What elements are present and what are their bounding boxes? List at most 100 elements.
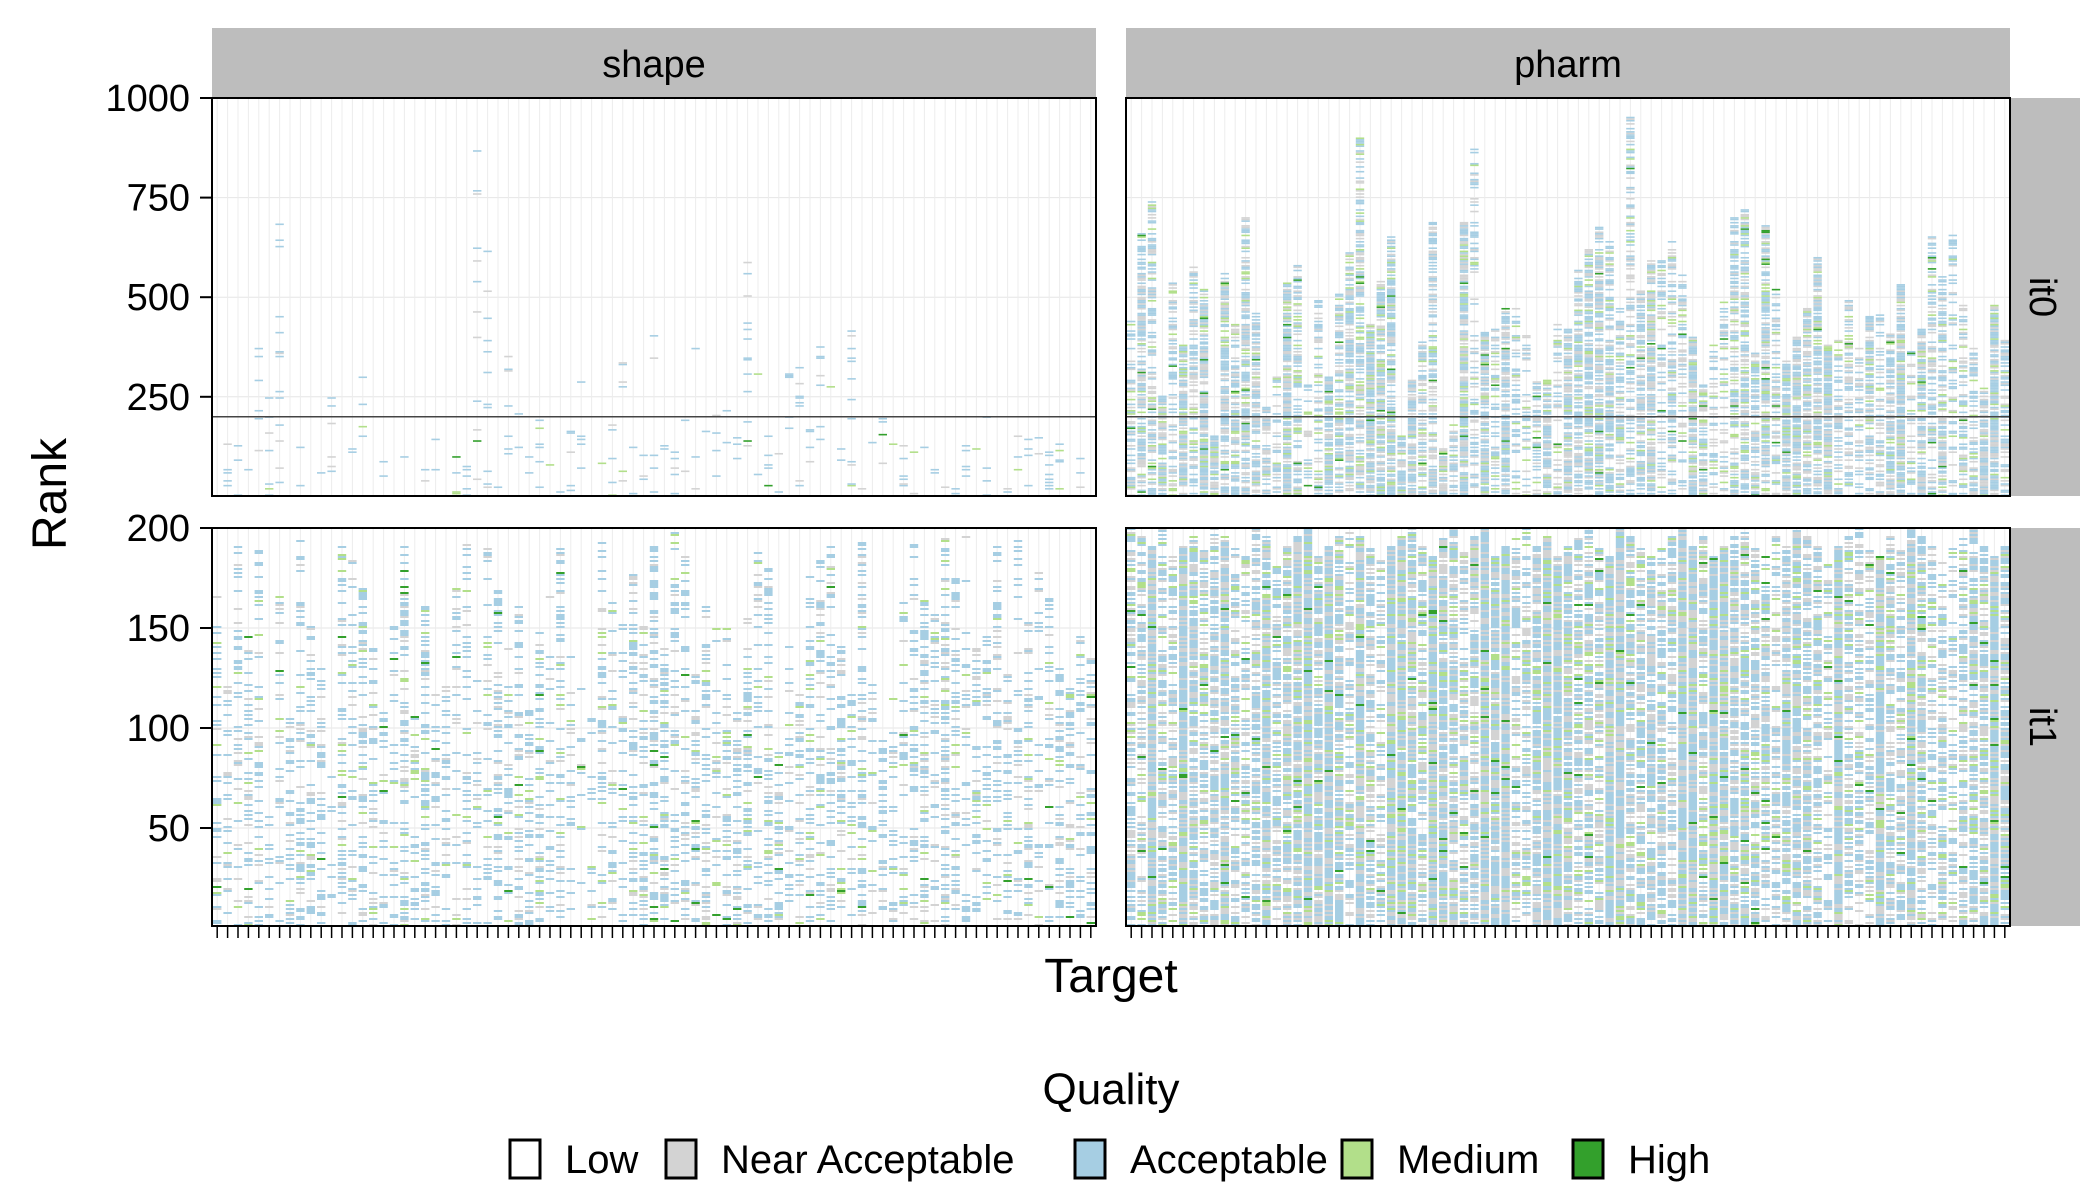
hit-cell	[1147, 335, 1157, 337]
hit-cell	[1678, 314, 1687, 316]
hit-cell	[1231, 366, 1240, 369]
hit-cell	[1407, 435, 1417, 438]
hit-cell	[1179, 366, 1188, 369]
hit-cell	[1574, 336, 1583, 339]
hit-cell	[1563, 417, 1573, 420]
hit-cell	[1459, 241, 1469, 243]
hit-cell	[1199, 354, 1209, 356]
hit-cell	[1355, 484, 1365, 487]
hit-cell	[1137, 274, 1146, 277]
hit-cell	[1667, 419, 1677, 422]
hit-cell	[1574, 271, 1583, 273]
hit-cell	[1231, 379, 1240, 382]
hit-cell	[1199, 346, 1209, 348]
hit-cell	[1470, 451, 1479, 453]
hit-cell	[1397, 449, 1406, 452]
hit-cell	[1730, 448, 1739, 450]
hit-cell	[1688, 454, 1697, 457]
hit-cell	[1418, 374, 1427, 377]
hit-cell	[1574, 379, 1583, 382]
hit-cell	[1595, 432, 1604, 434]
hit-cell	[1335, 395, 1344, 398]
hit-cell	[1283, 374, 1292, 377]
hit-cell	[1147, 312, 1157, 315]
hit-cell	[1199, 492, 1209, 495]
hit-cell	[1231, 395, 1240, 398]
hit-cell	[1543, 406, 1552, 409]
hit-cell	[233, 459, 243, 461]
hit-cell	[1626, 370, 1635, 372]
hit-cell	[275, 467, 284, 469]
hit-cell	[1345, 441, 1354, 444]
hit-cell	[1199, 296, 1209, 299]
hit-cell	[1470, 421, 1479, 423]
hit-cell	[1574, 328, 1583, 331]
hit-cell	[1251, 373, 1261, 375]
hit-cell	[400, 456, 409, 458]
hit-cell	[1595, 301, 1604, 304]
hit-cell	[1397, 470, 1406, 473]
hit-cell	[1314, 438, 1323, 441]
hit-cell	[1407, 473, 1417, 476]
hit-cell	[1335, 336, 1344, 339]
hit-cell	[1543, 481, 1552, 484]
hit-cell	[1532, 456, 1541, 458]
hit-cell	[1199, 478, 1209, 481]
hit-cell	[1501, 368, 1510, 371]
hit-cell	[1449, 486, 1458, 489]
hit-cell	[1189, 384, 1198, 387]
hit-cell	[1293, 362, 1302, 364]
hit-cell	[1314, 338, 1323, 340]
hit-cell	[1283, 331, 1292, 334]
hit-cell	[1439, 473, 1448, 476]
hit-cell	[1636, 413, 1645, 415]
hit-cell	[1366, 449, 1375, 452]
hit-cell	[1563, 409, 1573, 412]
hit-cell	[1262, 483, 1271, 485]
hit-cell	[1407, 470, 1417, 473]
hit-cell	[296, 484, 305, 487]
hit-cell	[1595, 350, 1604, 353]
hit-cell	[1657, 344, 1666, 347]
hit-cell	[1470, 172, 1479, 175]
hit-cell	[1220, 492, 1229, 495]
hit-cell	[1595, 425, 1604, 428]
hit-cell	[1636, 430, 1645, 433]
hit-cell	[1251, 323, 1261, 326]
hit-cell	[1439, 468, 1448, 471]
hit-cell	[1584, 309, 1593, 312]
hit-cell	[1688, 338, 1697, 340]
hit-cell	[1459, 433, 1469, 436]
hit-cell	[1459, 350, 1469, 353]
hit-cell	[1626, 264, 1635, 267]
hit-cell	[1480, 424, 1489, 426]
hit-cell	[1543, 384, 1552, 387]
hit-cell	[1407, 405, 1417, 407]
hit-cell	[1376, 382, 1385, 385]
hit-cell	[1147, 293, 1157, 296]
hit-cell	[1563, 390, 1573, 393]
hit-cell	[1303, 464, 1313, 466]
hit-cell	[1324, 429, 1333, 431]
hit-cell	[1678, 376, 1687, 379]
hit-cell	[1626, 204, 1635, 206]
hit-cell	[1574, 363, 1583, 366]
hit-cell	[1220, 476, 1229, 479]
hit-cell	[1376, 350, 1385, 353]
hit-cell	[1345, 266, 1354, 269]
hit-cell	[1647, 446, 1656, 449]
hit-cell	[1636, 441, 1645, 444]
hit-cell	[1241, 250, 1250, 253]
hit-cell	[1428, 422, 1437, 425]
hit-cell	[1491, 350, 1500, 353]
hit-cell	[1345, 370, 1354, 372]
hit-cell	[1137, 480, 1146, 482]
hit-cell	[1553, 343, 1562, 345]
hit-cell	[1137, 454, 1146, 457]
hit-cell	[1127, 389, 1136, 391]
hit-cell	[1595, 248, 1604, 251]
hit-cell	[1418, 441, 1427, 444]
hit-cell	[1137, 432, 1146, 434]
hit-cell	[1428, 387, 1437, 390]
hit-cell	[1470, 162, 1479, 165]
